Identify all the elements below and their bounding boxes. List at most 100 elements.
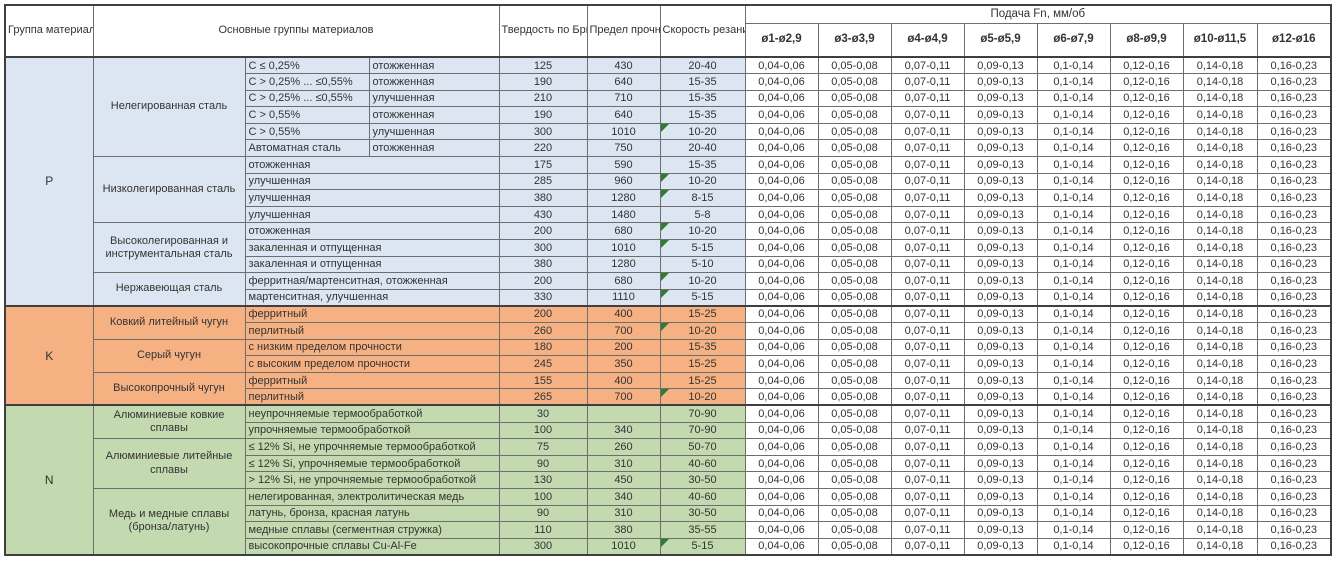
feed-value-cell: 0,05-0,08 xyxy=(817,172,892,191)
material-state-cell: отожженная xyxy=(368,106,500,124)
feed-value-cell: 0,05-0,08 xyxy=(817,239,892,257)
feed-value-cell: 0,1-0,14 xyxy=(1036,156,1111,174)
feed-value-cell: 0,09-0,13 xyxy=(963,122,1038,141)
cutting-speed-cell: 5-15 xyxy=(659,288,746,307)
feed-value-cell: 0,14-0,18 xyxy=(1182,355,1258,373)
feed-value-cell: 0,12-0,16 xyxy=(1109,537,1184,556)
hardness-cell: 190 xyxy=(498,73,588,91)
subgroup-name-cell: Нелегированная сталь xyxy=(92,56,246,158)
table-row: Высокопрочный чугун ферритный 155 400 15-25 0… xyxy=(5,371,1332,406)
feed-value-cell: 0,04-0,06 xyxy=(744,222,819,241)
feed-value-cell: 0,1-0,14 xyxy=(1036,106,1111,124)
table-row: высокопрочные сплавы Cu-Al-Fe 300 1010 5-15… xyxy=(5,537,1332,556)
feed-value-cell: 0,04-0,06 xyxy=(744,504,819,523)
feed-value-cell: 0,04-0,06 xyxy=(744,521,819,539)
feed-value-cell: 0,1-0,14 xyxy=(1036,404,1111,423)
header-diameter-2: ø3-ø3,9 xyxy=(817,23,892,58)
hardness-cell: 265 xyxy=(498,388,588,406)
feed-value-cell: 0,04-0,06 xyxy=(744,89,819,108)
feed-value-cell: 0,05-0,08 xyxy=(817,504,892,523)
feed-value-cell: 0,07-0,11 xyxy=(890,239,965,257)
feed-value-cell: 0,12-0,16 xyxy=(1109,388,1184,406)
feed-value-cell: 0,16-0,23 xyxy=(1256,338,1332,357)
subgroup-name-cell: Нержавеющая сталь xyxy=(92,272,246,307)
feed-value-cell: 0,09-0,13 xyxy=(963,255,1038,274)
cutting-speed-cell: 35-55 xyxy=(659,521,746,539)
strength-cell: 680 xyxy=(586,272,661,290)
hardness-cell: 220 xyxy=(498,139,588,158)
header-diameter-4: ø5-ø5,9 xyxy=(963,23,1038,58)
material-variant-cell: закаленная и отпущенная xyxy=(244,255,500,274)
material-state-cell: улучшенная xyxy=(368,122,500,141)
cell-corner-flag-icon xyxy=(661,190,669,199)
feed-value-cell: 0,05-0,08 xyxy=(817,521,892,539)
feed-value-cell: 0,09-0,13 xyxy=(963,189,1038,207)
feed-value-cell: 0,16-0,23 xyxy=(1256,521,1332,539)
feed-value-cell: 0,16-0,23 xyxy=(1256,471,1332,489)
material-variant-cell: отожженная xyxy=(244,156,500,174)
feed-value-cell: 0,05-0,08 xyxy=(817,139,892,158)
feed-value-cell: 0,04-0,06 xyxy=(744,454,819,473)
material-state-cell: отожженная xyxy=(368,73,500,91)
feed-value-cell: 0,16-0,23 xyxy=(1256,454,1332,473)
feed-value-cell: 0,04-0,06 xyxy=(744,239,819,257)
strength-cell: 710 xyxy=(586,89,661,108)
hardness-cell: 200 xyxy=(498,222,588,241)
feed-value-cell: 0,16-0,23 xyxy=(1256,73,1332,91)
feed-value-cell: 0,1-0,14 xyxy=(1036,537,1111,556)
feed-value-cell: 0,14-0,18 xyxy=(1182,322,1258,340)
table-row: Нержавеющая сталь ферритная/мартенситная,… xyxy=(5,272,1332,307)
feed-value-cell: 0,05-0,08 xyxy=(817,388,892,406)
feed-value-cell: 0,07-0,11 xyxy=(890,421,965,440)
feed-value-cell: 0,12-0,16 xyxy=(1109,89,1184,108)
hardness-cell: 180 xyxy=(498,338,588,357)
strength-cell: 640 xyxy=(586,73,661,91)
subgroup-name-cell: Алюминиевые ковкие сплавы xyxy=(92,404,246,440)
feed-value-cell: 0,07-0,11 xyxy=(890,371,965,390)
table-row: латунь, бронза, красная латунь 90 310 30-50… xyxy=(5,504,1332,523)
feed-value-cell: 0,1-0,14 xyxy=(1036,205,1111,224)
feed-value-cell: 0,12-0,16 xyxy=(1109,355,1184,373)
strength-cell: 640 xyxy=(586,106,661,124)
feed-value-cell: 0,12-0,16 xyxy=(1109,205,1184,224)
feed-value-cell: 0,1-0,14 xyxy=(1036,172,1111,191)
material-variant-cell: > 12% Si, не упрочняемые термообработкой xyxy=(244,471,500,489)
cutting-speed-cell: 15-25 xyxy=(659,371,746,390)
feed-value-cell: 0,14-0,18 xyxy=(1182,454,1258,473)
material-state-cell: отожженная xyxy=(368,139,500,158)
strength-cell: 430 xyxy=(586,56,661,75)
material-variant-cell: улучшенная xyxy=(244,205,500,224)
subgroup-name-cell: Медь и медные сплавы (бронза/латунь) xyxy=(92,487,246,556)
feed-value-cell: 0,07-0,11 xyxy=(890,521,965,539)
feed-value-cell: 0,1-0,14 xyxy=(1036,139,1111,158)
feed-value-cell: 0,09-0,13 xyxy=(963,504,1038,523)
feed-value-cell: 0,12-0,16 xyxy=(1109,421,1184,440)
cell-corner-flag-icon xyxy=(661,539,669,547)
feed-value-cell: 0,05-0,08 xyxy=(817,371,892,390)
hardness-cell: 90 xyxy=(498,504,588,523)
hardness-cell: 380 xyxy=(498,189,588,207)
feed-value-cell: 0,16-0,23 xyxy=(1256,304,1332,323)
feed-value-cell: 0,09-0,13 xyxy=(963,338,1038,357)
hardness-cell: 75 xyxy=(498,438,588,456)
cutting-speed-cell: 40-60 xyxy=(659,487,746,506)
feed-value-cell: 0,12-0,16 xyxy=(1109,504,1184,523)
table-row: ≤ 12% Si, упрочняемые термообработкой 90 3… xyxy=(5,454,1332,473)
header-strength: Предел прочности Rm, Н/мм2 xyxy=(586,4,661,58)
feed-value-cell: 0,14-0,18 xyxy=(1182,89,1258,108)
feed-value-cell: 0,12-0,16 xyxy=(1109,304,1184,323)
material-variant-cell: высокопрочные сплавы Cu-Al-Fe xyxy=(244,537,500,556)
feed-value-cell: 0,04-0,06 xyxy=(744,56,819,75)
material-variant-cell: нелегированная, электролитическая медь xyxy=(244,487,500,506)
feed-value-cell: 0,04-0,06 xyxy=(744,272,819,290)
material-variant-cell: неупрочняемые термообработкой xyxy=(244,404,500,423)
table-row: улучшенная 430 1480 5-8 0,04-0,06 0,05-0,08 0,… xyxy=(5,205,1332,224)
feed-value-cell: 0,1-0,14 xyxy=(1036,438,1111,456)
header-cutting-speed: Скорость резания Vc, м/мин xyxy=(659,4,746,58)
table-row: C > 0,55% отожженная 190 640 15-35 0,04-0,06 0… xyxy=(5,106,1332,124)
strength-cell: 680 xyxy=(586,222,661,241)
feed-value-cell: 0,1-0,14 xyxy=(1036,338,1111,357)
cutting-speed-cell: 10-20 xyxy=(659,322,746,340)
material-variant-cell: закаленная и отпущенная xyxy=(244,239,500,257)
strength-cell: 700 xyxy=(586,388,661,406)
